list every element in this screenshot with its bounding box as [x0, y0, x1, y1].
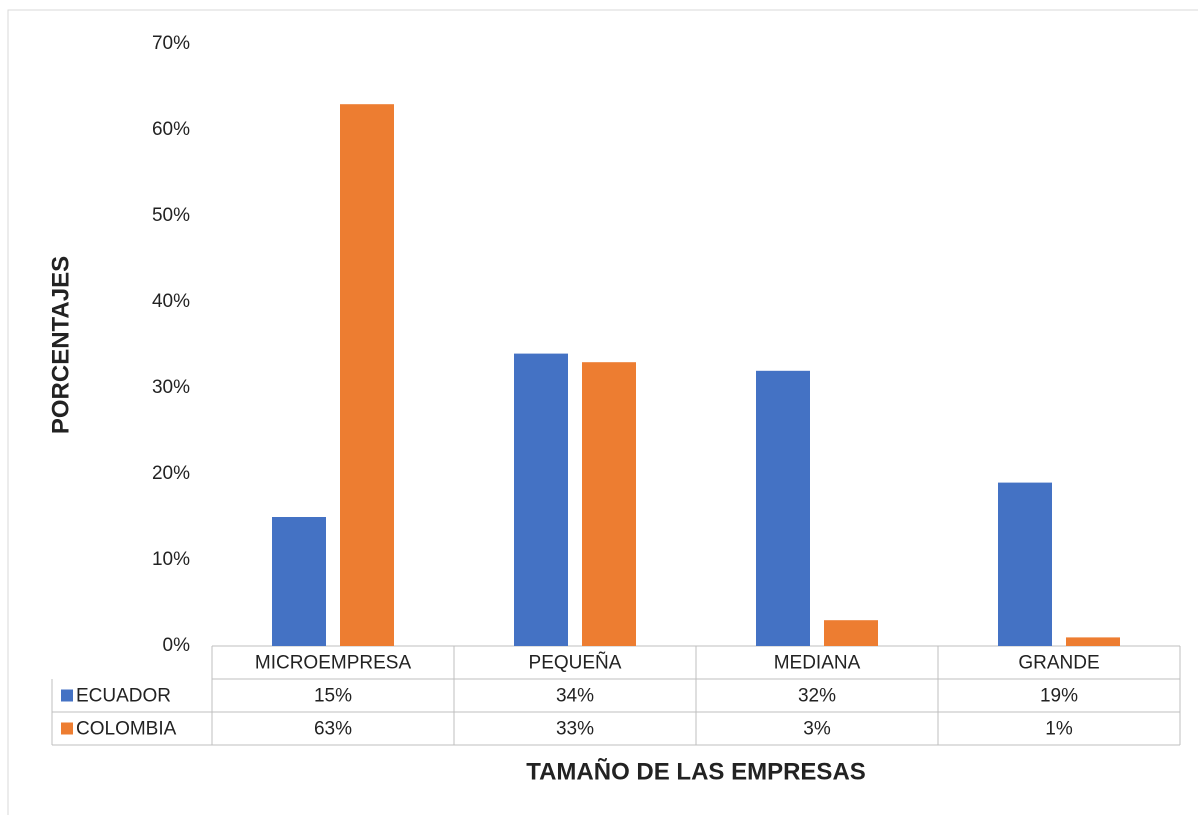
y-tick-label: 30%	[152, 377, 190, 398]
y-tick-label: 40%	[152, 291, 190, 312]
bar	[582, 362, 636, 646]
legend-swatch	[61, 722, 73, 735]
x-tick-label: MICROEMPRESA	[255, 653, 412, 674]
x-tick-label: MEDIANA	[774, 653, 861, 674]
bar	[1066, 637, 1120, 646]
bar	[998, 482, 1052, 646]
table-value: 1%	[1045, 719, 1073, 740]
legend-label: COLOMBIA	[76, 719, 177, 740]
legend-label: ECUADOR	[76, 686, 171, 707]
y-tick-label: 70%	[152, 33, 190, 54]
chart-border	[7, 9, 1198, 815]
x-axis-title: TAMAÑO DE LAS EMPRESAS	[526, 757, 866, 785]
table-value: 63%	[314, 719, 352, 740]
x-tick-label: PEQUEÑA	[529, 652, 622, 674]
y-axis-title: PORCENTAJES	[47, 256, 74, 434]
table-value: 15%	[314, 686, 352, 707]
y-tick-label: 60%	[152, 119, 190, 140]
table-value: 33%	[556, 719, 594, 740]
bar	[756, 370, 810, 646]
x-tick-label: GRANDE	[1018, 653, 1099, 674]
legend-swatch	[61, 689, 73, 702]
bar	[824, 620, 878, 646]
bar	[340, 104, 394, 646]
y-tick-label: 10%	[152, 549, 190, 570]
y-tick-label: 20%	[152, 463, 190, 484]
y-tick-label: 50%	[152, 205, 190, 226]
bar	[272, 517, 326, 646]
table-value: 34%	[556, 686, 594, 707]
table-value: 19%	[1040, 686, 1078, 707]
table-value: 32%	[798, 686, 836, 707]
table-value: 3%	[803, 719, 831, 740]
bar	[514, 353, 568, 646]
y-tick-label: 0%	[163, 635, 191, 656]
